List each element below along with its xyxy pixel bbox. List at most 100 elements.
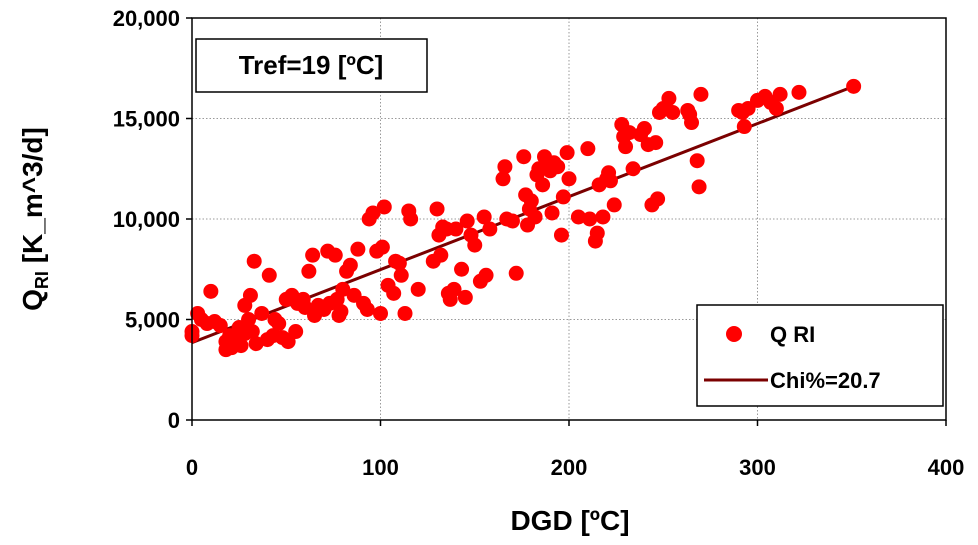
data-points (184, 78, 862, 358)
data-point (333, 303, 349, 319)
data-point (636, 121, 652, 137)
data-point (203, 283, 219, 299)
data-point (241, 312, 257, 327)
data-point (648, 135, 664, 151)
annotation-text: Tref=19 [ºC] (239, 50, 384, 80)
data-point (446, 281, 462, 297)
y-axis-title: QRI [K_m^3/d] (17, 127, 52, 311)
data-point (467, 237, 483, 253)
data-point (559, 145, 575, 161)
data-point (393, 267, 409, 283)
data-point (555, 189, 571, 205)
data-point (391, 255, 407, 271)
data-point (570, 209, 586, 225)
data-point (478, 267, 494, 283)
data-point (271, 316, 287, 332)
data-point (429, 201, 445, 217)
data-point (516, 149, 532, 165)
x-tick-label: 100 (362, 455, 399, 480)
data-point (403, 211, 419, 227)
data-point (768, 100, 784, 116)
x-tick-label: 400 (928, 455, 965, 480)
legend-marker-q-ri (726, 326, 742, 342)
data-point (553, 227, 569, 243)
data-point (373, 305, 388, 321)
data-point (495, 171, 511, 187)
legend-box (696, 304, 944, 407)
legend-label-q-ri: Q RI (770, 322, 815, 347)
legend-label-chi: Chi%=20.7 (770, 368, 881, 393)
data-point (365, 205, 381, 221)
x-tick-label: 200 (551, 455, 588, 480)
data-point (606, 197, 622, 213)
x-axis-title: DGD [ºC] (510, 505, 629, 536)
data-point (684, 115, 700, 131)
data-point (327, 247, 343, 263)
data-point (459, 213, 475, 229)
legend: Q RI Chi%=20.7 (696, 304, 944, 407)
data-point (689, 153, 705, 169)
y-axis-ticks: 0 5,000 10,000 15,000 20,000 (113, 6, 192, 433)
data-point (550, 159, 566, 175)
data-point (482, 221, 498, 237)
data-point (476, 209, 492, 225)
data-point (374, 239, 390, 255)
data-point (454, 261, 470, 277)
data-point (736, 119, 752, 135)
x-tick-label: 300 (739, 455, 776, 480)
data-point (791, 84, 807, 100)
data-point (410, 281, 426, 297)
data-point (602, 173, 618, 189)
data-point (595, 209, 611, 225)
data-point (386, 285, 402, 301)
data-point (342, 257, 358, 273)
data-point (508, 265, 524, 281)
y-tick-label: 5,000 (125, 308, 180, 333)
data-point (535, 177, 551, 193)
data-point (397, 305, 413, 321)
y-tick-label: 20,000 (113, 6, 180, 31)
data-point (448, 221, 464, 237)
data-point (589, 225, 605, 241)
x-tick-label: 0 (186, 455, 198, 480)
data-point (772, 86, 788, 102)
data-point (233, 338, 249, 354)
data-point (246, 253, 262, 269)
y-tick-label: 15,000 (113, 107, 180, 132)
annotation-box: Tref=19 [ºC] (195, 38, 428, 93)
data-point (288, 324, 304, 340)
data-point (846, 78, 862, 94)
data-point (527, 209, 543, 225)
data-point (244, 324, 260, 340)
data-point (301, 263, 317, 279)
data-point (693, 86, 709, 102)
data-point (350, 241, 366, 257)
data-point (305, 247, 321, 263)
data-point (254, 305, 270, 321)
data-point (457, 289, 473, 305)
data-point (248, 336, 264, 352)
data-point (261, 267, 277, 283)
data-point (582, 211, 598, 227)
data-point (504, 213, 520, 229)
data-point (523, 193, 539, 209)
data-point (650, 191, 666, 207)
data-point (561, 171, 577, 187)
data-point (497, 159, 513, 175)
y-tick-label: 0 (168, 408, 180, 433)
data-point (665, 104, 681, 120)
data-point (433, 247, 449, 263)
data-point (359, 301, 375, 317)
data-point (580, 141, 596, 157)
data-point (618, 139, 634, 155)
data-point (661, 90, 677, 106)
x-axis-ticks: 0 100 200 300 400 (186, 420, 964, 480)
data-point (625, 161, 641, 177)
data-point (376, 199, 392, 215)
data-point (212, 318, 228, 334)
data-point (691, 179, 707, 195)
data-point (335, 281, 351, 297)
data-point (544, 205, 560, 221)
y-tick-label: 10,000 (113, 207, 180, 232)
